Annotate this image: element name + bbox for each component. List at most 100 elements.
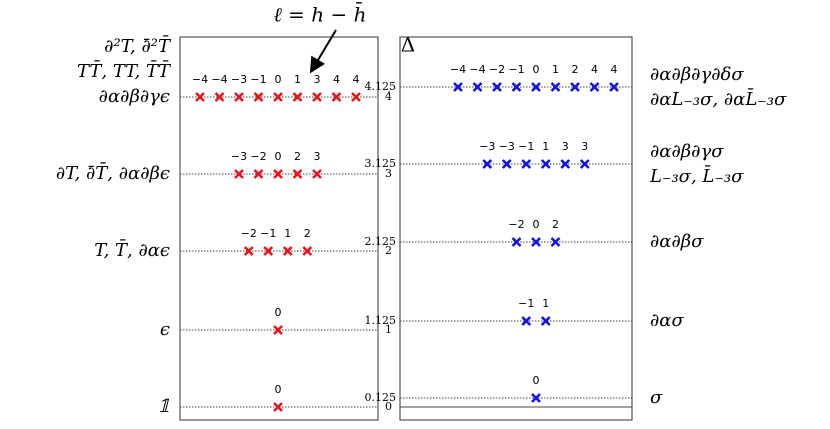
state-marker <box>511 237 522 247</box>
operator-label: ∂ασ <box>650 310 684 331</box>
operator-label: TT̄, TT, T̄T̄ <box>77 59 172 82</box>
operator-label: ∂α∂β∂γϵ <box>99 86 170 107</box>
operator-label: T, T̄, ∂αϵ <box>94 238 170 261</box>
spin-label: 4 <box>611 63 618 76</box>
spin-label: −2 <box>489 63 505 76</box>
spin-label: −2 <box>508 218 524 231</box>
state-marker <box>214 92 225 102</box>
spin-label: 1 <box>542 140 549 153</box>
right-box <box>399 36 633 421</box>
state-marker <box>302 246 313 256</box>
state-marker <box>570 82 580 92</box>
state-marker <box>253 92 264 102</box>
spin-label: −2 <box>241 227 257 240</box>
state-marker <box>263 246 274 256</box>
state-marker <box>472 82 483 92</box>
delta-label: 1.125 <box>365 314 397 327</box>
operator-label: ∂α∂β∂γ∂δσ <box>650 64 744 85</box>
operator-label: ϵ <box>160 319 170 340</box>
state-marker <box>540 159 551 169</box>
spin-label: 3 <box>314 150 321 163</box>
operator-label: 𝟙 <box>157 396 170 417</box>
state-marker <box>312 169 322 179</box>
delta-label: 1 <box>385 323 392 336</box>
state-marker <box>312 92 322 102</box>
spin-label: −1 <box>508 63 524 76</box>
spin-label: 0 <box>275 383 282 396</box>
spin-label: −4 <box>211 73 227 86</box>
state-marker <box>292 169 303 179</box>
delta-label: 4 <box>385 90 392 103</box>
delta-label: 2.125 <box>365 235 397 248</box>
spin-label: −1 <box>250 73 266 86</box>
state-marker <box>531 237 541 247</box>
state-marker <box>609 82 619 92</box>
spin-label: −1 <box>518 297 534 310</box>
spin-label: 4 <box>591 63 598 76</box>
delta-label: 0 <box>385 400 392 413</box>
state-marker <box>521 316 532 326</box>
spin-label: 2 <box>552 218 559 231</box>
state-marker <box>273 325 283 335</box>
state-marker <box>560 159 571 169</box>
spin-label: −3 <box>231 73 247 86</box>
operator-label: σ <box>650 387 663 408</box>
state-marker <box>531 393 541 403</box>
state-marker <box>579 159 590 169</box>
delta-label: 3 <box>385 167 392 180</box>
spin-label: −3 <box>479 140 495 153</box>
spin-label: 0 <box>275 306 282 319</box>
operator-label: ∂T, ∂̄T̄, ∂α∂βϵ <box>56 161 170 184</box>
state-marker <box>453 82 463 92</box>
delta-label: 4.125 <box>365 80 397 93</box>
state-marker <box>550 237 561 247</box>
spin-label: −1 <box>260 227 276 240</box>
state-marker <box>351 92 361 102</box>
left-box <box>179 36 379 421</box>
state-marker <box>589 82 600 92</box>
spin-label: −3 <box>499 140 515 153</box>
state-marker <box>273 169 283 179</box>
spin-label: −4 <box>450 63 466 76</box>
spin-label: 0 <box>533 63 540 76</box>
state-marker <box>234 92 244 102</box>
spin-label: −1 <box>518 140 534 153</box>
state-marker <box>531 82 541 92</box>
operator-label: ∂α∂β∂γσ <box>650 141 724 162</box>
state-marker <box>243 246 254 256</box>
operator-label: ∂α∂βσ <box>650 231 704 252</box>
state-marker <box>331 92 342 102</box>
spin-label: 3 <box>562 140 569 153</box>
state-marker <box>501 159 512 169</box>
spin-label: 1 <box>552 63 559 76</box>
delta-label: 3.125 <box>365 157 397 170</box>
state-marker <box>521 159 532 169</box>
state-marker <box>273 402 283 412</box>
spin-label: 0 <box>533 374 540 387</box>
state-marker <box>540 316 551 326</box>
spin-label: −3 <box>231 150 247 163</box>
delta-label: 2 <box>385 244 392 257</box>
spin-label: 1 <box>294 73 301 86</box>
operator-label: ∂²T, ∂̄²T̄ <box>104 34 172 57</box>
delta-label: 0.125 <box>365 391 397 404</box>
state-marker <box>482 159 493 169</box>
spin-label: 4 <box>353 73 360 86</box>
spin-label: −4 <box>469 63 485 76</box>
state-marker <box>195 92 205 102</box>
state-marker <box>234 169 244 179</box>
state-marker <box>550 82 561 92</box>
spin-label: 2 <box>294 150 301 163</box>
arrow <box>309 29 337 74</box>
spin-label: 4 <box>333 73 340 86</box>
state-marker <box>511 82 522 92</box>
spin-label: 2 <box>572 63 579 76</box>
spin-label: 2 <box>304 227 311 240</box>
spin-label: −4 <box>192 73 208 86</box>
state-marker <box>292 92 303 102</box>
state-marker <box>282 246 293 256</box>
spin-label: 0 <box>275 73 282 86</box>
spin-label: 1 <box>284 227 291 240</box>
